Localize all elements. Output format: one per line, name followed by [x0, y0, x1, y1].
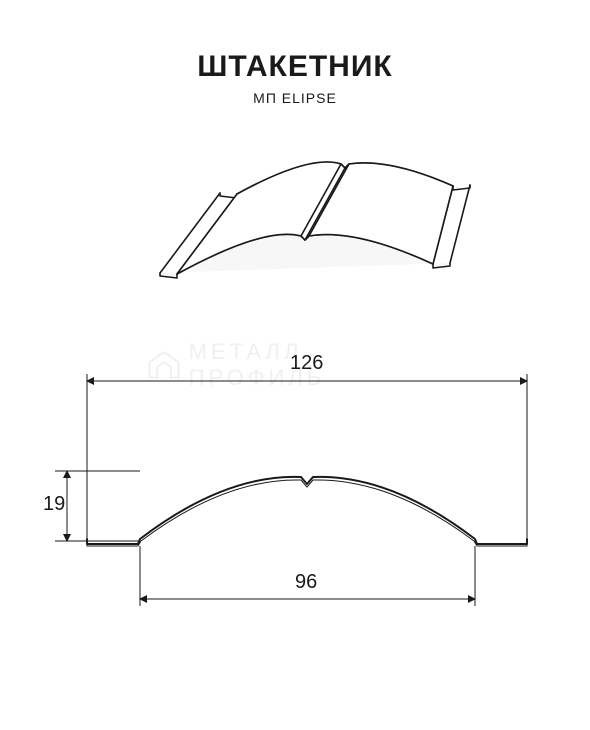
dim-width-inner: 96: [295, 571, 317, 594]
dim-height: 19: [43, 493, 65, 516]
dim-width-total: 126: [290, 352, 323, 375]
technical-drawing: 126 19 96: [45, 356, 545, 636]
hero-isometric-view: [105, 136, 485, 306]
product-subtitle: МП ELIPSE: [253, 90, 337, 106]
product-title: ШТАКЕТНИК: [197, 50, 392, 84]
